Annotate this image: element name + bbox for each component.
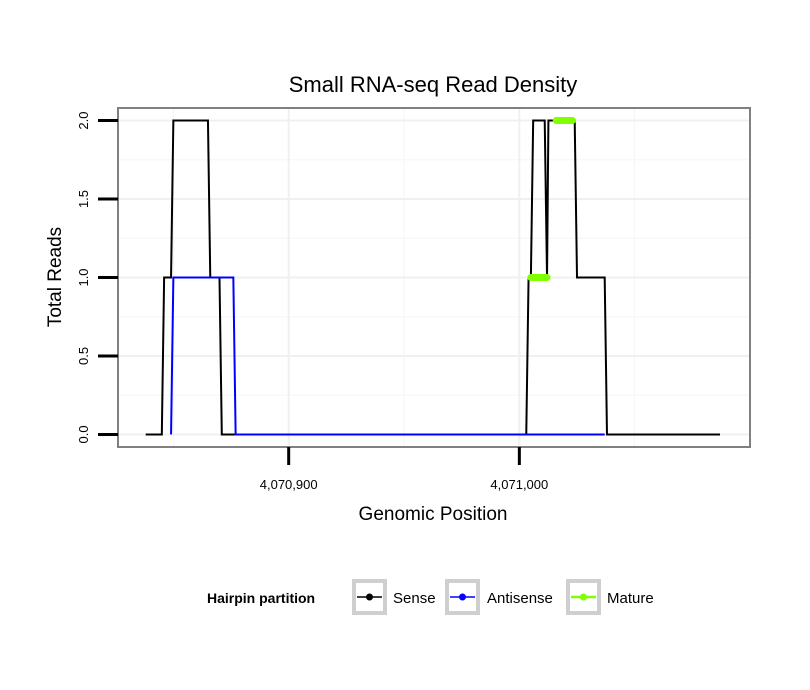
legend-key-mature	[566, 579, 601, 615]
y-tick-label: 1.0	[76, 268, 91, 286]
x-axis-title: Genomic Position	[359, 504, 508, 525]
x-axis: 4,070,900 4,071,000	[260, 447, 548, 492]
legend-label-antisense: Antisense	[487, 590, 553, 607]
legend-title: Hairpin partition	[207, 590, 315, 606]
x-tick-label: 4,070,900	[260, 477, 318, 492]
y-axis-title: Total Reads	[45, 227, 66, 327]
y-tick-label: 0.5	[76, 347, 91, 365]
chart-title: Small RNA-seq Read Density	[289, 72, 578, 97]
series-antisense-line	[170, 276, 605, 436]
legend-point-sense	[366, 593, 373, 601]
legend-label-sense: Sense	[393, 590, 436, 607]
series-layer	[145, 117, 721, 436]
legend-point-antisense	[459, 593, 466, 601]
legend-point-mature	[580, 593, 587, 601]
y-tick-label: 1.5	[76, 190, 91, 208]
legend-label-mature: Mature	[607, 590, 654, 607]
y-tick-label: 0.0	[76, 425, 91, 443]
y-axis: 0.0 0.5 1.0 1.5 2.0	[76, 112, 118, 443]
y-tick-label: 2.0	[76, 112, 91, 130]
legend: Hairpin partition Sense Antisense Mature	[207, 579, 654, 615]
x-tick-label: 4,071,000	[490, 477, 548, 492]
